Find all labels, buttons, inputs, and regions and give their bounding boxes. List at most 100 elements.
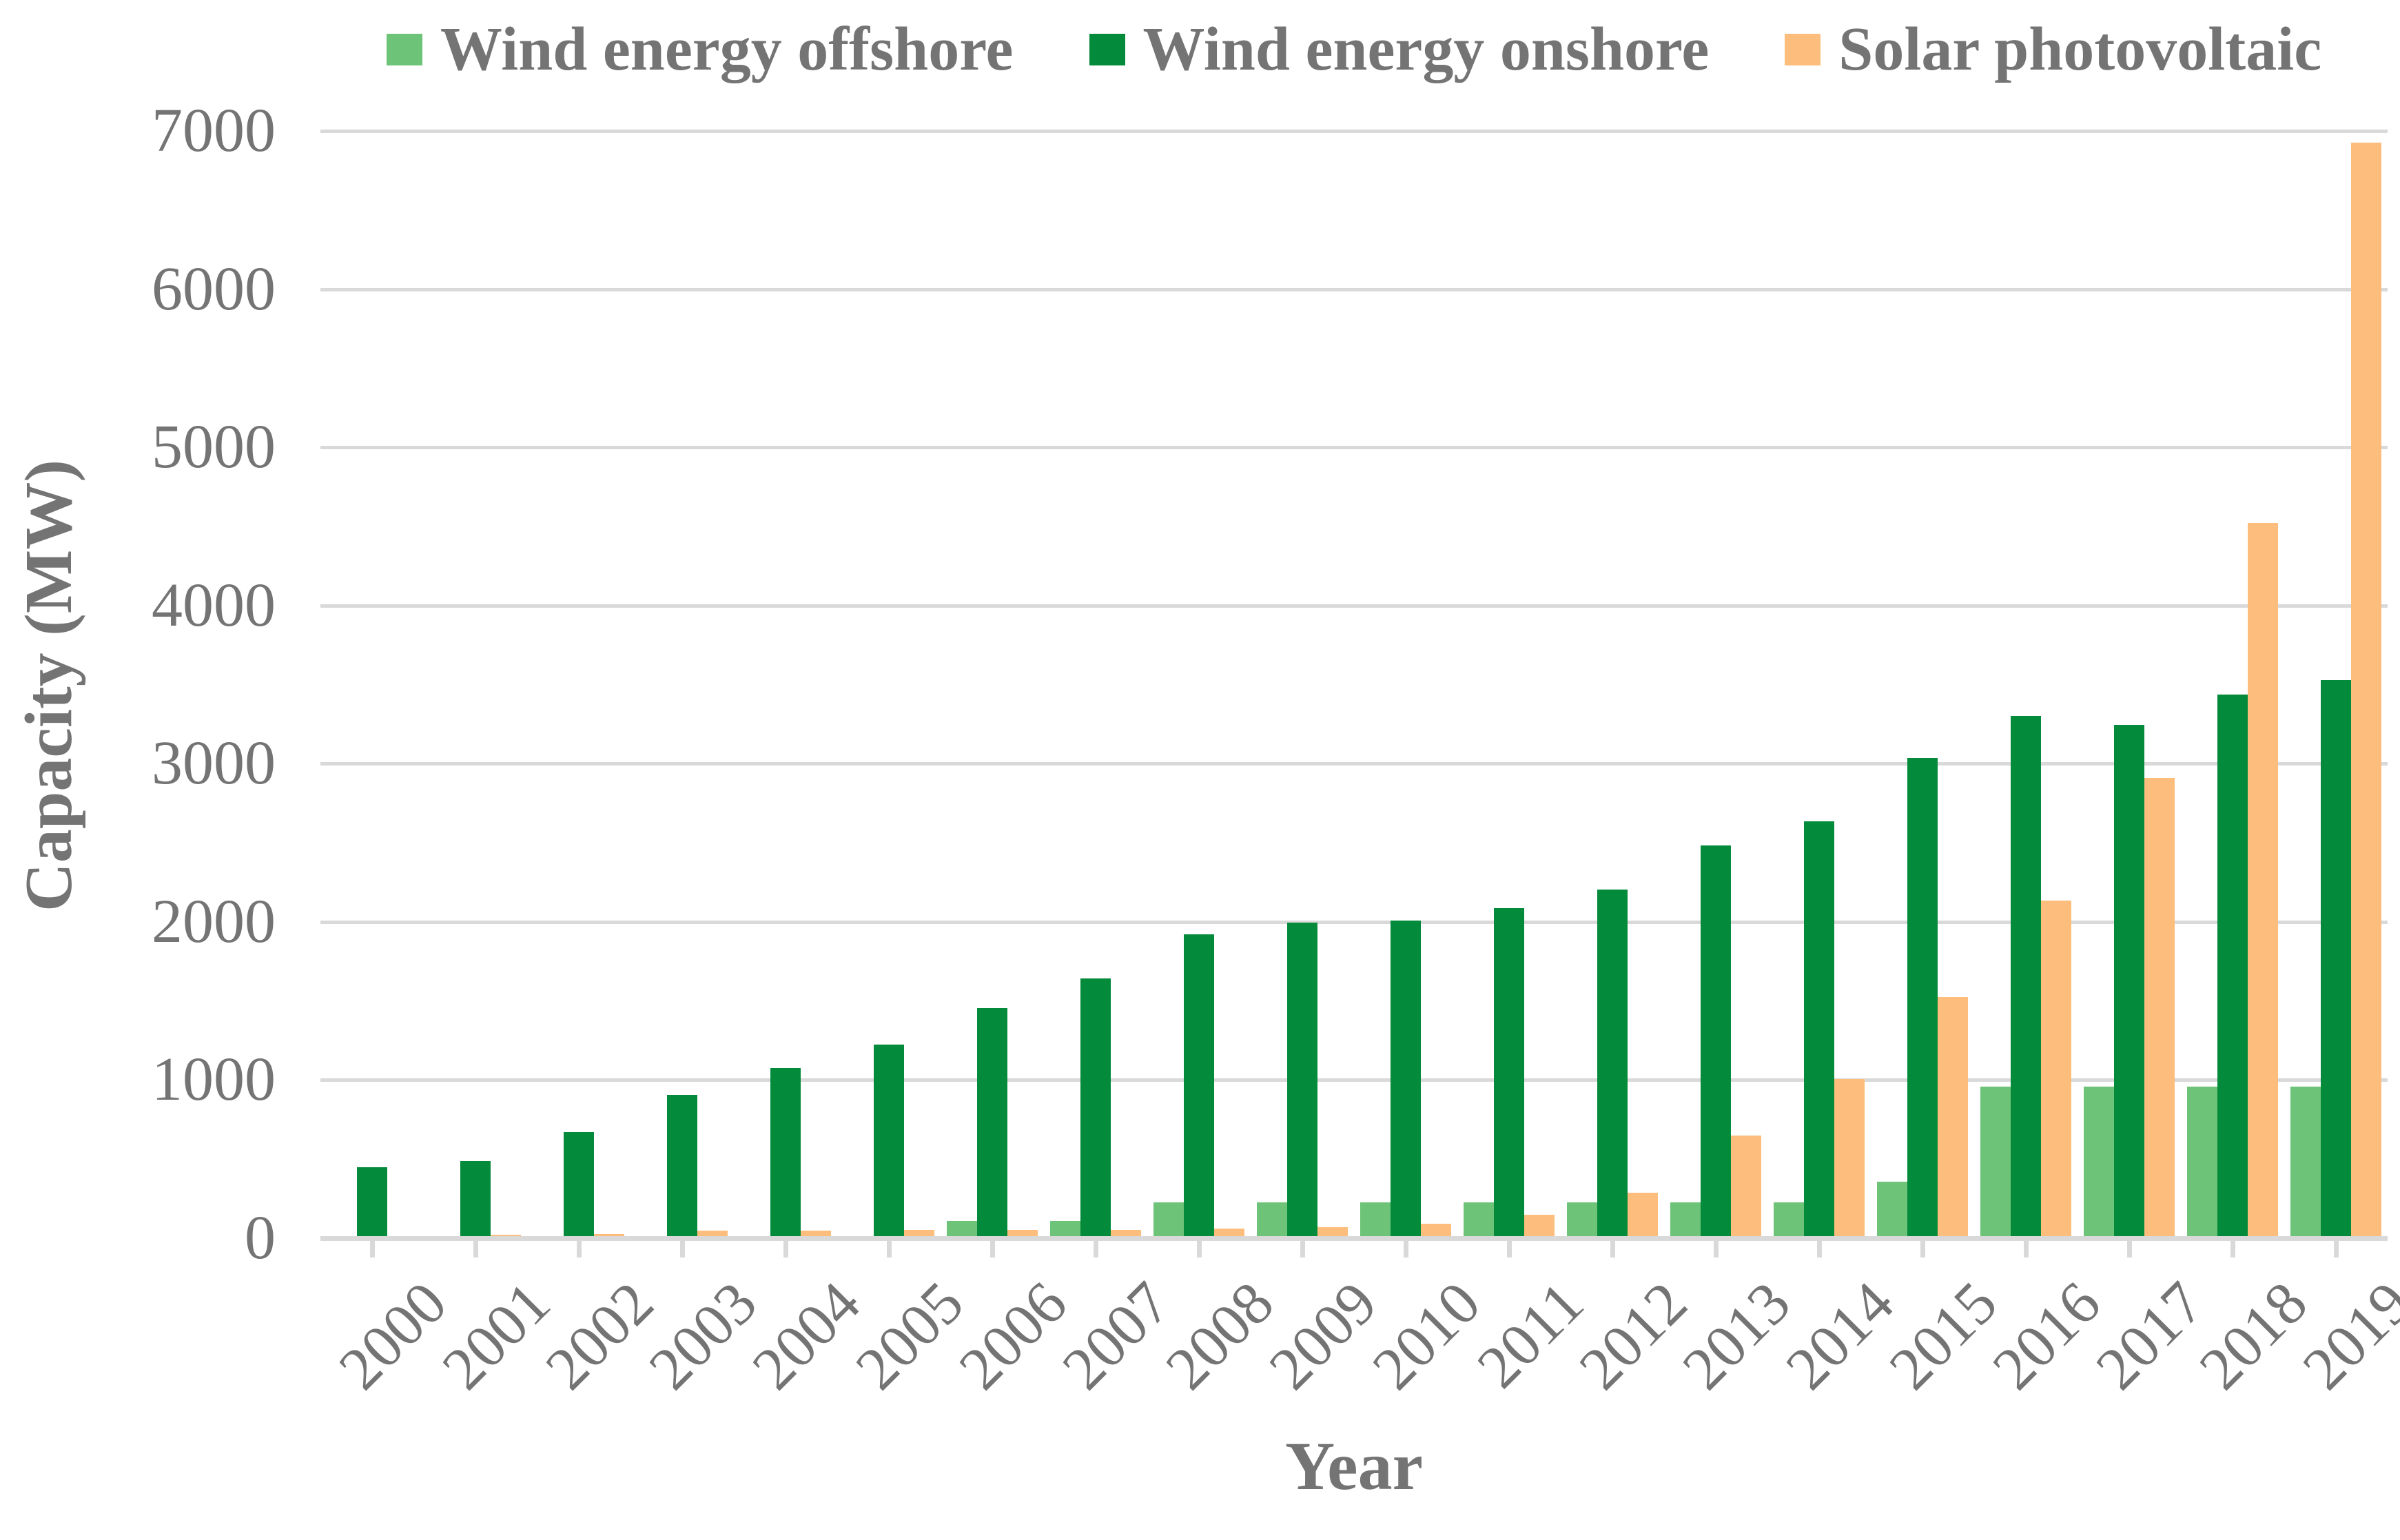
bar-group-2018 (2181, 131, 2284, 1238)
x-axis-tick-label-2005: 2005 (843, 1269, 977, 1403)
gridline-6000 (320, 287, 2388, 291)
x-axis-tick-label-2002: 2002 (533, 1269, 667, 1403)
x-axis-tick-label-2012: 2012 (1567, 1269, 1701, 1403)
bar-wind-energy-onshore-2017 (2114, 725, 2144, 1238)
bar-wind-energy-offshore-2019 (2290, 1087, 2321, 1238)
y-axis-tick-label-1000: 1000 (152, 1045, 276, 1114)
bar-group-2013 (1664, 131, 1767, 1238)
y-axis-title: Capacity (MW) (12, 460, 86, 912)
bar-group-2001 (424, 131, 527, 1238)
bar-wind-energy-offshore-2011 (1464, 1202, 1494, 1238)
legend-item-wind-energy-offshore: Wind energy offshore (386, 15, 1014, 83)
bar-solar-photovoltaic-2013 (1731, 1136, 1761, 1238)
bar-solar-photovoltaic-2012 (1628, 1193, 1658, 1238)
legend-item-wind-energy-onshore: Wind energy onshore (1089, 15, 1710, 83)
bar-wind-energy-onshore-2019 (2321, 680, 2351, 1238)
y-axis-tick-label-2000: 2000 (152, 887, 276, 956)
bar-wind-energy-onshore-2010 (1391, 921, 1421, 1238)
x-axis-tick-label-2019: 2019 (2290, 1269, 2400, 1403)
legend-label: Solar photovoltaic (1838, 15, 2322, 83)
x-axis-tick-2005 (887, 1241, 892, 1257)
legend-item-solar-photovoltaic: Solar photovoltaic (1785, 19, 2321, 81)
bar-wind-energy-onshore-2006 (977, 1008, 1007, 1238)
x-axis-tick-2016 (2024, 1241, 2029, 1257)
gridline-4000 (320, 604, 2388, 608)
plot-area (320, 130, 2388, 1241)
gridline-7000 (320, 130, 2388, 133)
y-axis-tick-label-6000: 6000 (152, 254, 276, 323)
x-axis-tick-2014 (1817, 1241, 1822, 1257)
bar-wind-energy-offshore-2014 (1774, 1202, 1804, 1238)
legend: Wind energy offshore Wind energy onshore S… (320, 8, 2388, 91)
bar-wind-energy-onshore-2009 (1287, 923, 1317, 1238)
bar-solar-photovoltaic-2018 (2248, 523, 2278, 1238)
bar-wind-energy-offshore-2007 (1050, 1221, 1080, 1238)
bar-solar-photovoltaic-2004 (801, 1231, 831, 1238)
x-axis-tick-label-2004: 2004 (740, 1269, 874, 1403)
x-axis-tick-2010 (1404, 1241, 1408, 1257)
x-axis-tick-label-2006: 2006 (947, 1269, 1080, 1403)
bar-solar-photovoltaic-2015 (1938, 997, 1968, 1238)
x-axis-tick-2015 (1920, 1241, 1925, 1257)
bar-wind-energy-onshore-2005 (874, 1045, 904, 1238)
bar-group-2004 (734, 131, 837, 1238)
x-axis-tick-2019 (2334, 1241, 2339, 1257)
x-axis-tick-2018 (2230, 1241, 2235, 1257)
x-axis-tick-2011 (1507, 1241, 1512, 1257)
legend-label: Wind energy offshore (440, 15, 1014, 83)
x-axis-tick-2006 (990, 1241, 995, 1257)
bar-group-2002 (527, 131, 630, 1238)
bar-group-2007 (1044, 131, 1147, 1238)
x-axis-tick-2017 (2127, 1241, 2132, 1257)
x-axis-tick-2007 (1094, 1241, 1098, 1257)
x-axis-tick-label-2003: 2003 (637, 1269, 770, 1403)
legend-label: Wind energy onshore (1142, 15, 1710, 83)
bar-group-2005 (837, 131, 941, 1238)
bar-group-2008 (1147, 131, 1251, 1238)
bar-wind-energy-onshore-2014 (1804, 821, 1834, 1238)
bar-group-2017 (2078, 131, 2181, 1238)
bar-group-2019 (2284, 131, 2388, 1238)
bar-group-2016 (1974, 131, 2078, 1238)
x-axis-tick-label-2017: 2017 (2084, 1269, 2217, 1403)
x-axis-tick-2000 (370, 1241, 375, 1257)
bar-wind-energy-onshore-2018 (2217, 695, 2248, 1238)
legend-swatch-solar-photovoltaic (1785, 34, 1821, 65)
x-axis-line (320, 1236, 2388, 1241)
bar-wind-energy-offshore-2018 (2187, 1087, 2217, 1238)
bar-wind-energy-onshore-2002 (564, 1132, 594, 1238)
bar-wind-energy-onshore-2000 (357, 1167, 387, 1238)
x-axis-tick-label-2014: 2014 (1774, 1269, 1907, 1403)
x-axis-tick-label-2018: 2018 (2187, 1269, 2321, 1403)
bar-wind-energy-onshore-2011 (1494, 908, 1524, 1238)
bar-solar-photovoltaic-2014 (1834, 1079, 1865, 1238)
x-axis-tick-label-2007: 2007 (1050, 1269, 1184, 1403)
bar-wind-energy-offshore-2016 (1980, 1087, 2011, 1238)
bar-wind-energy-onshore-2003 (667, 1095, 697, 1238)
x-axis-tick-label-2010: 2010 (1360, 1269, 1494, 1403)
bar-wind-energy-onshore-2015 (1907, 758, 1938, 1238)
bar-group-2012 (1561, 131, 1664, 1238)
x-axis-tick-2012 (1610, 1241, 1615, 1257)
legend-swatch-wind-energy-onshore (1089, 34, 1125, 65)
x-axis-tick-label-2001: 2001 (430, 1269, 564, 1403)
bar-group-2014 (1767, 131, 1871, 1238)
bar-group-2003 (630, 131, 734, 1238)
bar-group-2015 (1871, 131, 1974, 1238)
bar-solar-photovoltaic-2011 (1524, 1215, 1555, 1238)
bar-group-2010 (1354, 131, 1457, 1238)
bar-wind-energy-offshore-2013 (1670, 1202, 1701, 1238)
bar-wind-energy-offshore-2015 (1877, 1182, 1907, 1238)
bar-solar-photovoltaic-2003 (697, 1231, 728, 1238)
bar-wind-energy-onshore-2008 (1184, 934, 1214, 1238)
bar-group-2011 (1457, 131, 1561, 1238)
x-axis-title: Year (1285, 1428, 1423, 1504)
x-axis-tick-2001 (473, 1241, 478, 1257)
bar-group-2006 (941, 131, 1044, 1238)
bar-solar-photovoltaic-2008 (1214, 1229, 1244, 1238)
bar-solar-photovoltaic-2016 (2041, 901, 2071, 1238)
y-axis-tick-label-5000: 5000 (152, 413, 276, 482)
bar-wind-energy-onshore-2012 (1597, 890, 1628, 1238)
x-axis-tick-label-2015: 2015 (1877, 1269, 2011, 1403)
